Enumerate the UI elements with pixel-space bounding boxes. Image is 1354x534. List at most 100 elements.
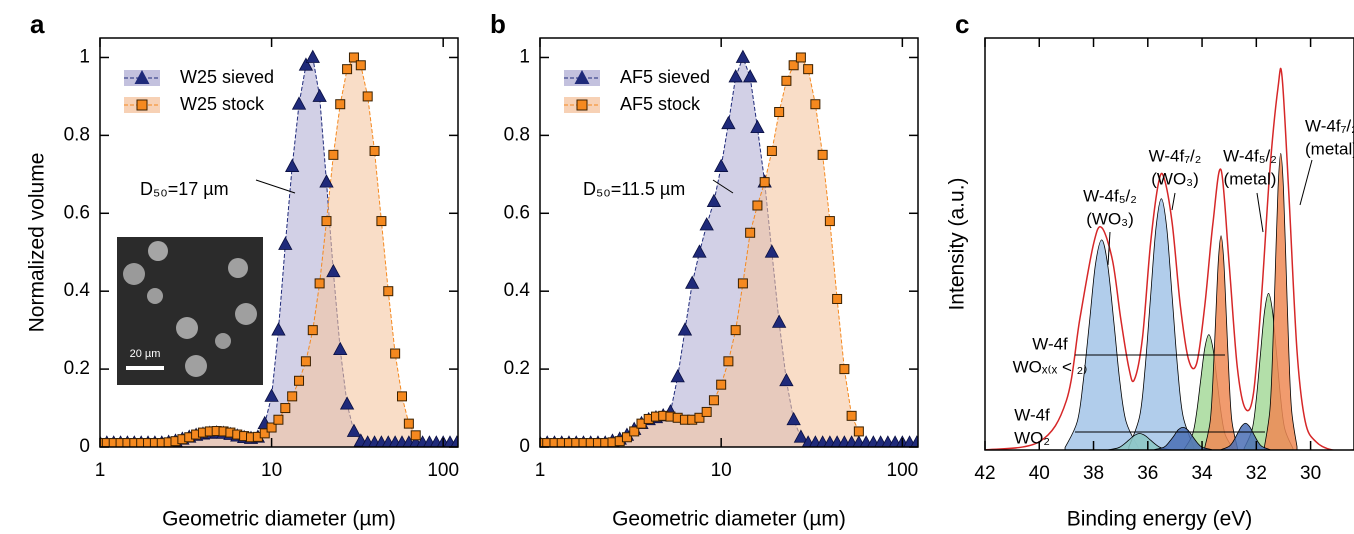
y-tick-label: 0.8 bbox=[504, 124, 530, 145]
annotation: D₅₀=17 µm bbox=[140, 179, 229, 199]
marker bbox=[298, 57, 314, 71]
marker bbox=[803, 64, 814, 75]
marker bbox=[771, 314, 787, 328]
marker bbox=[694, 412, 705, 423]
peak-label: W-4f₅/₂ bbox=[1223, 146, 1277, 165]
y-tick-label: 0.4 bbox=[64, 280, 91, 301]
x-tick-label: 1 bbox=[535, 460, 546, 481]
marker bbox=[730, 325, 741, 336]
x-axis-label: Geometric diameter (µm) bbox=[612, 508, 846, 531]
marker bbox=[403, 418, 414, 429]
legend-marker bbox=[574, 70, 590, 84]
marker bbox=[319, 174, 334, 188]
envelope bbox=[985, 67, 1354, 450]
marker bbox=[728, 69, 743, 83]
leader-line bbox=[1171, 192, 1176, 211]
x-tick-label: 10 bbox=[261, 460, 282, 481]
marker bbox=[339, 396, 355, 410]
marker bbox=[793, 429, 809, 443]
peak-label: W-4f bbox=[1014, 405, 1050, 424]
panel-label: b bbox=[490, 9, 506, 39]
component-peak bbox=[1128, 198, 1195, 450]
peak-label: W-4f₅/₂ bbox=[1083, 186, 1137, 205]
marker bbox=[708, 395, 719, 406]
marker bbox=[701, 406, 712, 417]
marker bbox=[779, 372, 794, 387]
marker bbox=[737, 278, 748, 289]
y-tick-label: 0.6 bbox=[64, 202, 90, 223]
marker bbox=[745, 227, 756, 238]
y-tick-label: 0.6 bbox=[504, 202, 530, 223]
leader-line bbox=[1107, 231, 1111, 266]
panel-label: a bbox=[30, 9, 45, 39]
marker bbox=[326, 263, 341, 278]
x-tick-label: 100 bbox=[427, 460, 459, 481]
charts: a Geometric diameter (µm) Normalized volum… bbox=[26, 9, 1354, 531]
component-peak bbox=[1220, 422, 1271, 450]
marker bbox=[685, 275, 700, 289]
marker bbox=[376, 216, 387, 227]
marker bbox=[750, 119, 765, 133]
marker bbox=[714, 158, 729, 172]
marker bbox=[355, 60, 366, 71]
x-tick-label: 34 bbox=[1191, 463, 1213, 484]
marker bbox=[621, 432, 632, 443]
annotation-leader bbox=[712, 179, 734, 194]
marker bbox=[280, 403, 291, 414]
marker bbox=[335, 99, 346, 110]
marker bbox=[670, 369, 685, 383]
y-tick-label: 0 bbox=[519, 436, 530, 457]
marker bbox=[266, 422, 277, 433]
marker bbox=[305, 49, 320, 63]
y-tick-label: 0.8 bbox=[64, 124, 90, 145]
marker bbox=[817, 149, 828, 160]
marker bbox=[716, 379, 727, 390]
marker bbox=[846, 410, 857, 421]
marker bbox=[752, 200, 763, 211]
marker bbox=[910, 435, 918, 447]
x-axis-label: Binding energy (eV) bbox=[1067, 508, 1253, 531]
marker bbox=[390, 348, 401, 359]
marker bbox=[742, 69, 758, 83]
x-tick-label: 100 bbox=[887, 460, 919, 481]
legend-label: W25 sieved bbox=[180, 67, 274, 87]
x-axis-label: Geometric diameter (µm) bbox=[162, 508, 396, 531]
peak-label: W-4f₇/₂ bbox=[1305, 116, 1354, 135]
axes-frame bbox=[99, 37, 459, 448]
x-tick-label: 42 bbox=[974, 463, 995, 484]
peak-label: WOₓ₍ₓ < ₂₎ bbox=[1013, 357, 1088, 376]
marker bbox=[735, 49, 751, 63]
marker bbox=[294, 375, 305, 386]
marker bbox=[346, 423, 362, 437]
legend-label: AF5 stock bbox=[620, 94, 701, 114]
inset-image bbox=[117, 237, 263, 385]
x-tick-label: 10 bbox=[711, 460, 732, 481]
marker bbox=[788, 60, 799, 71]
marker bbox=[692, 244, 707, 258]
component-peak bbox=[1204, 235, 1238, 450]
peak-label: WO₂ bbox=[1014, 428, 1050, 447]
marker bbox=[264, 388, 279, 402]
marker bbox=[383, 286, 394, 297]
marker bbox=[832, 293, 843, 304]
panel bbox=[100, 49, 458, 447]
legend-label: W25 stock bbox=[180, 94, 265, 114]
marker bbox=[795, 52, 806, 63]
marker bbox=[766, 145, 777, 156]
component-peak bbox=[1107, 433, 1173, 450]
marker bbox=[312, 88, 327, 102]
y-tick-label: 0 bbox=[79, 436, 90, 457]
marker bbox=[307, 325, 318, 336]
marker bbox=[781, 75, 792, 86]
marker bbox=[328, 149, 339, 160]
x-tick-label: 32 bbox=[1246, 463, 1267, 484]
y-tick-label: 0.2 bbox=[64, 358, 90, 379]
marker bbox=[369, 145, 380, 156]
leader-line bbox=[1299, 159, 1313, 206]
x-tick-label: 36 bbox=[1137, 463, 1158, 484]
marker bbox=[759, 177, 770, 188]
panel bbox=[985, 67, 1354, 450]
marker bbox=[810, 99, 821, 110]
y-axis-label: Normalized volume bbox=[26, 153, 49, 333]
